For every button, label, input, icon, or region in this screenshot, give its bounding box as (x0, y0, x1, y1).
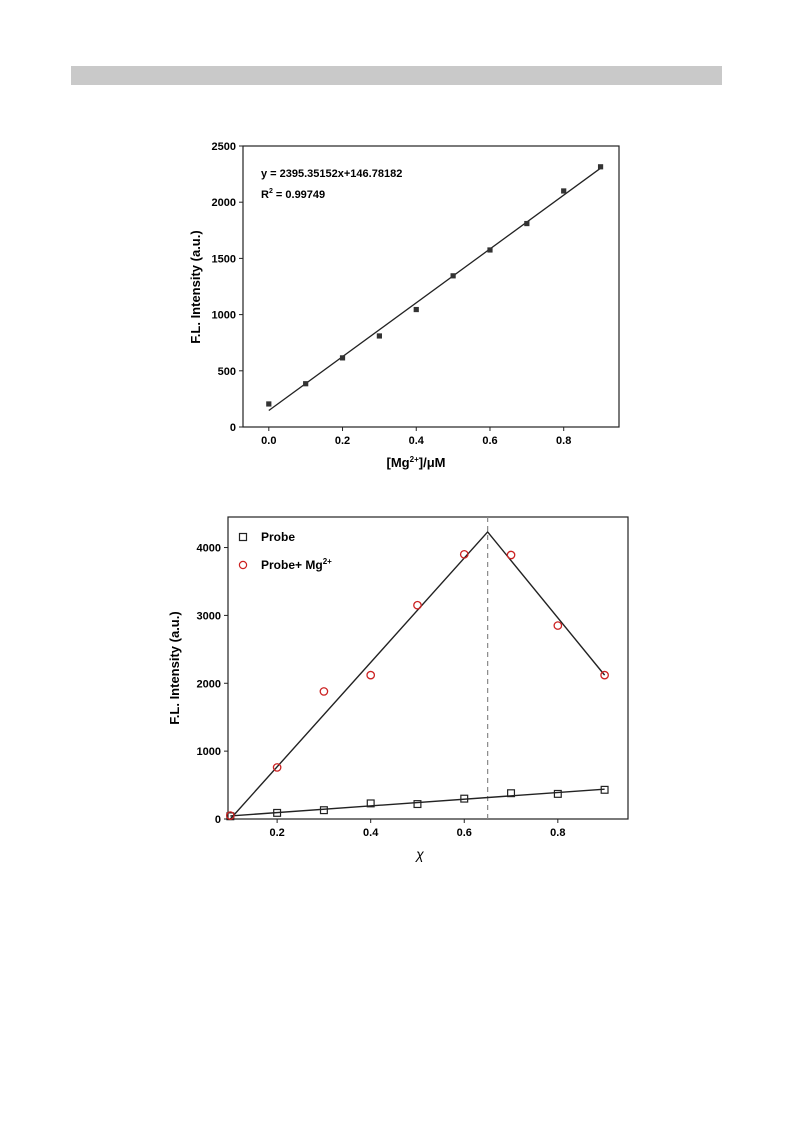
data-point (450, 273, 456, 279)
data-point (487, 247, 493, 253)
y-axis-label: F.L. Intensity (a.u.) (188, 230, 203, 343)
page-header-bar (71, 66, 722, 85)
data-point (561, 188, 567, 194)
r-squared: R2 = 0.99749 (261, 188, 325, 201)
data-point (266, 401, 272, 407)
x-tick-label: 0.6 (482, 435, 497, 447)
fit-line (268, 167, 601, 412)
y-tick-label: 500 (218, 366, 236, 378)
y-tick-label: 1500 (212, 253, 236, 265)
data-point (524, 220, 530, 227)
data-point (339, 355, 346, 361)
x-tick-label: 0.8 (556, 435, 571, 447)
x-tick-label: 0.4 (409, 435, 425, 447)
x-tick-label: 0.2 (335, 435, 350, 447)
data-point (597, 164, 604, 170)
x-axis-label-main: [Mg (387, 455, 410, 470)
r-squared-main: R (261, 189, 269, 201)
r-squared-tail: = 0.99749 (273, 189, 325, 201)
x-tick-label: 0.0 (261, 435, 276, 447)
plot-frame (242, 145, 620, 428)
data-point (413, 306, 419, 313)
y-tick-label: 1000 (212, 310, 236, 322)
r-squared-superscript: 2 (269, 188, 273, 195)
x-axis-label-superscript: 2+ (410, 455, 419, 464)
x-axis-label: [Mg2+]/μM (387, 455, 446, 470)
fit-equation: y = 2395.35152x+146.78182 (261, 168, 402, 180)
data-point (303, 381, 309, 387)
y-tick-label: 0 (230, 422, 236, 434)
y-tick-label: 2000 (212, 197, 236, 209)
data-point (376, 333, 382, 339)
x-axis-label-tail: ]/μM (419, 455, 446, 470)
y-tick-label: 2500 (212, 141, 236, 153)
